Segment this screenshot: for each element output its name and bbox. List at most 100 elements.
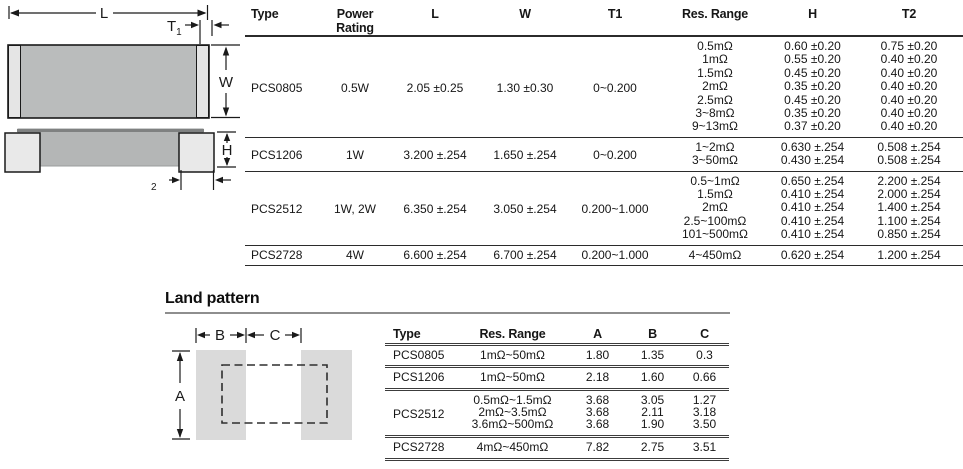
t2-cell: 1.400 ±.254: [877, 200, 941, 215]
type-cell: PCS0805: [251, 80, 303, 95]
table-row: PCS2728 4W 6.600 ±.254 6.700 ±.254 0.200…: [245, 245, 963, 265]
spec-group-pcs1206: PCS1206 1W 3.200 ±.254 1.650 ±.254 0~0.2…: [245, 137, 963, 172]
t1-cell: 0.200~1.000: [581, 201, 649, 216]
land-header-a: A: [593, 326, 602, 341]
b-cell: 2.75: [640, 440, 665, 455]
table-row: 1mΩ 0.55 ±0.20 0.40 ±0.20: [245, 52, 963, 66]
res-cell: 1mΩ~50mΩ: [480, 370, 545, 385]
spec-group-pcs0805: PCS0805 0.5W 2.05 ±0.25 1.30 ±0.30 0~0.2…: [245, 36, 963, 138]
land-pattern-heading: Land pattern: [165, 290, 260, 307]
component-dimension-drawing: L T1 W: [4, 5, 240, 193]
t1-cell: 0.200~1.000: [581, 247, 649, 262]
h-cell: 0.650 ±.254: [780, 173, 845, 188]
l-cell: 2.05 ±0.25: [406, 80, 464, 95]
land-group-pcs2728: PCS2728 4mΩ~450mΩ 7.82 2.75 3.51: [385, 437, 729, 460]
res-cell: 0.5~1mΩ: [690, 173, 740, 188]
type-cell: PCS2728: [393, 440, 445, 455]
c-cell: 0.66: [692, 370, 717, 385]
b-cell: 1.35: [640, 347, 665, 362]
w-cell: 1.30 ±0.30: [496, 80, 554, 95]
t2-cell: 0.40 ±0.20: [880, 106, 938, 121]
res-cell: 3~8mΩ: [695, 106, 735, 121]
t2-cell: 0.850 ±.254: [877, 227, 941, 242]
b-cell: 1.60: [640, 370, 665, 385]
l-cell: 6.600 ±.254: [403, 247, 467, 262]
res-cell: 0.5mΩ: [697, 39, 733, 53]
component-outline-dashed: [221, 364, 328, 424]
b-cell: 3.05: [640, 393, 665, 408]
a-cell: 7.82: [585, 440, 610, 455]
land-header-type: Type: [393, 326, 421, 341]
a-cell: 1.80: [585, 347, 610, 362]
type-cell: PCS0805: [393, 347, 445, 362]
a-cell: 3.68: [585, 405, 610, 420]
spec-header-res-range: Res. Range: [681, 7, 749, 21]
dimension-B: B: [195, 327, 247, 344]
c-cell: 3.51: [692, 440, 717, 455]
table-row: 3.6mΩ~500mΩ 3.68 1.90 3.50: [385, 417, 729, 436]
dimension-T1: T1: [167, 18, 229, 44]
top-view-body: [7, 44, 210, 119]
power-cell: 1W, 2W: [333, 201, 376, 216]
top-view-right-cap: [196, 45, 209, 118]
side-view-body: [17, 128, 204, 167]
spec-header-t1: T1: [607, 7, 623, 21]
table-row: 3~50mΩ 0.430 ±.254 0.508 ±.254: [245, 154, 963, 171]
type-cell: PCS1206: [393, 370, 445, 385]
type-cell: PCS2512: [251, 201, 303, 216]
h-cell: 0.630 ±.254: [780, 139, 845, 154]
land-table-header: Type Res. Range A B C: [385, 324, 729, 344]
t2-cell: 0.40 ±0.20: [880, 65, 938, 80]
power-cell: 1W: [346, 148, 364, 163]
t2-cell: 0.40 ±0.20: [880, 92, 938, 107]
res-cell: 2.5~100mΩ: [683, 213, 747, 228]
table-row: 2.5~100mΩ 0.410 ±.254 1.100 ±.254: [245, 213, 963, 228]
a-cell: 2.18: [585, 370, 610, 385]
land-header-b: B: [648, 326, 657, 341]
table-row: 2mΩ 0.35 ±0.20 0.40 ±0.20: [245, 79, 963, 94]
res-cell: 3.6mΩ~500mΩ: [471, 417, 554, 432]
h-cell: 0.45 ±0.20: [784, 65, 841, 80]
table-row: 101~500mΩ 0.410 ±.254 0.850 ±.254: [245, 228, 963, 245]
t1-cell: 0~0.200: [593, 148, 637, 163]
spec-header-l: L: [431, 7, 439, 21]
dimension-C: C: [247, 327, 302, 344]
t2-cell: 0.75 ±0.20: [880, 39, 938, 53]
h-cell: 0.35 ±0.20: [784, 79, 841, 94]
component-top-view: [7, 44, 210, 119]
t1-cell: 0~0.200: [593, 80, 637, 95]
w-cell: 6.700 ±.254: [493, 247, 557, 262]
t2-cell: 2.000 ±.254: [877, 187, 941, 202]
h-cell: 0.430 ±.254: [780, 153, 845, 168]
top-view-left-cap: [8, 45, 21, 118]
h-cell: 0.37 ±0.20: [784, 119, 841, 134]
table-row: 2mΩ~3.5mΩ 3.68 2.11 3.18: [385, 405, 729, 420]
table-row: 9~13mΩ 0.37 ±0.20 0.40 ±0.20: [245, 120, 963, 137]
spec-header-type: Type: [251, 7, 279, 21]
spec-table: Type Power Rating L W T1 Res. Range H T2…: [245, 4, 963, 266]
land-group-pcs1206: PCS1206 1mΩ~50mΩ 2.18 1.60 0.66: [385, 367, 729, 390]
table-row: 1.5mΩ 0.45 ±0.20 0.40 ±0.20: [245, 65, 963, 80]
b-cell: 2.11: [641, 405, 664, 420]
dimension-label-T2-sub: 2: [151, 182, 157, 193]
spec-group-pcs2512: PCS2512 1W, 2W 6.350 ±.254 3.050 ±.254 0…: [245, 171, 963, 246]
dimension-label-C: C: [270, 327, 281, 344]
table-row: PCS2512 0.5mΩ~1.5mΩ 3.68 3.05 1.27: [385, 390, 729, 420]
w-cell: 1.650 ±.254: [493, 148, 557, 163]
dimension-T2: 2: [151, 170, 231, 193]
a-cell: 3.68: [585, 417, 610, 432]
res-cell: 3~50mΩ: [692, 153, 738, 168]
res-cell: 1mΩ~50mΩ: [480, 347, 545, 362]
t2-cell: 1.200 ±.254: [877, 247, 941, 262]
table-row: 1.5mΩ 0.410 ±.254 2.000 ±.254: [245, 187, 963, 202]
res-cell: 2mΩ: [702, 79, 728, 94]
dimension-label-B: B: [215, 327, 225, 344]
land-pad-left: [196, 350, 246, 440]
h-cell: 0.410 ±.254: [780, 213, 845, 228]
res-cell: 2mΩ~3.5mΩ: [478, 405, 547, 420]
spec-group-pcs2728: PCS2728 4W 6.600 ±.254 6.700 ±.254 0.200…: [245, 245, 963, 266]
side-view-right-terminal: [178, 132, 215, 173]
c-cell: 3.18: [692, 405, 717, 420]
dimension-H: H: [217, 131, 236, 168]
